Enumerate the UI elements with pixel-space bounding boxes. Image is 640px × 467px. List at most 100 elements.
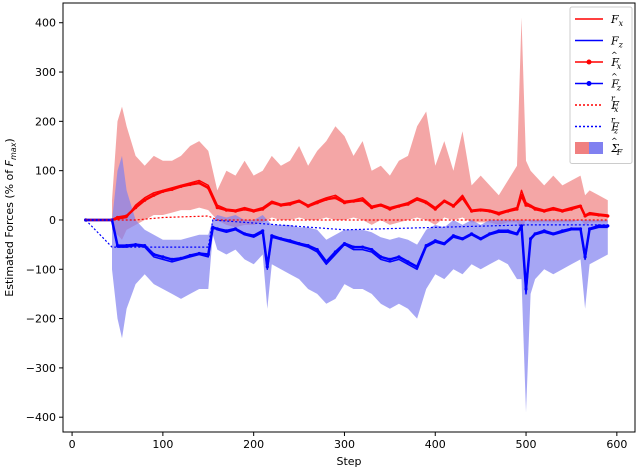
legend-label: Σ^F — [610, 137, 622, 157]
series-fx-hat-point — [560, 209, 565, 213]
series-fx-hat-point — [583, 214, 587, 218]
series-fz-hat-point — [233, 227, 238, 231]
y-tick-label: −200 — [26, 313, 56, 326]
y-tick-label: −100 — [26, 263, 56, 276]
series-fx-hat-point — [324, 197, 328, 201]
series-fz-hat-point — [542, 229, 546, 233]
series-fz-hat-point — [134, 243, 138, 247]
series-fx-hat-point — [206, 186, 210, 190]
legend-label: Frz — [610, 116, 619, 136]
series-fz-hat-point — [215, 227, 219, 231]
series-fx-hat-point — [297, 199, 301, 203]
series-fz-hat-point — [243, 232, 247, 236]
series-fx-hat-point — [433, 207, 437, 211]
series-fz-hat-point — [460, 237, 465, 241]
series-fx-hat-point — [315, 201, 319, 205]
series-fx-hat-point — [533, 207, 537, 211]
series-fx-hat-point — [125, 214, 129, 218]
series-fx-hat-point — [588, 212, 592, 216]
y-tick-label: 200 — [35, 115, 56, 128]
series-fz-hat-point — [261, 229, 265, 233]
legend-label: Fz — [610, 35, 624, 50]
plot-area — [84, 17, 610, 413]
series-fx-hat-point — [261, 207, 265, 211]
series-fz-hat-point — [388, 257, 392, 261]
series-fx-hat-point — [233, 209, 238, 213]
series-fz-hat-point — [152, 252, 156, 257]
series-fx-hat-point — [442, 199, 446, 203]
series-fz-hat-point — [206, 252, 210, 257]
series-fz-hat-point — [470, 232, 474, 236]
series-fz-hat-point — [351, 245, 356, 249]
series-fz-hat-point — [342, 242, 347, 246]
y-tick-label: 100 — [35, 165, 56, 178]
series-fz-hat-point — [497, 229, 501, 233]
x-tick-label: 200 — [243, 438, 264, 451]
y-tick-label: 300 — [35, 66, 56, 79]
x-tick-label: 0 — [69, 438, 76, 451]
series-fz-hat-point — [588, 227, 592, 231]
series-fz-r-line — [85, 219, 608, 248]
series-fx-hat-point — [460, 196, 465, 200]
series-fx-hat-point — [519, 193, 524, 197]
legend-label: F^z — [610, 73, 621, 93]
band-fx — [112, 17, 608, 240]
x-tick-label: 600 — [606, 438, 627, 451]
series-fx-hat-point — [406, 202, 410, 206]
series-fx-hat-point — [243, 207, 247, 211]
series-fz-hat-point — [188, 253, 192, 258]
legend-marker — [586, 59, 592, 65]
series-fz-hat-point — [560, 229, 565, 233]
series-fz-hat-point — [315, 248, 319, 252]
series-fz-hat-point — [306, 244, 310, 248]
series-fz-hat-point — [506, 229, 510, 233]
series-fx-hat-point — [170, 187, 174, 191]
legend-label: Frx — [610, 94, 619, 114]
x-tick-label: 500 — [516, 438, 537, 451]
legend-marker — [586, 81, 592, 86]
series-fz-hat-point — [415, 265, 419, 269]
series-fx-hat-point — [569, 207, 574, 211]
legend-swatch-blue — [589, 142, 603, 154]
series-fz-hat-point — [288, 239, 292, 243]
series-fx-hat-point — [370, 206, 374, 210]
series-fz-hat-point — [583, 255, 587, 259]
series-fz-hat-point — [370, 248, 374, 252]
y-tick-label: 400 — [35, 17, 56, 30]
axes-frame — [62, 2, 636, 433]
series-fx-hat-point — [542, 209, 546, 213]
series-fx-hat-point — [342, 201, 347, 205]
y-axis-label: Estimated Forces (% of Fmax) — [3, 138, 18, 296]
legend-label: F^x — [610, 51, 621, 71]
series-fx-hat-point — [224, 208, 228, 212]
series-fx-hat-point — [143, 198, 147, 202]
series-fx-hat-point — [161, 189, 165, 193]
series-fz-hat-point — [115, 244, 120, 248]
series-fz-hat-point — [324, 260, 328, 264]
series-fx-hat-point — [551, 207, 555, 211]
series-fz-hat-point — [451, 234, 455, 238]
series-fx-hat-point — [333, 196, 337, 200]
series-fz-hat-point — [569, 227, 574, 231]
series-fz-hat-point — [197, 251, 201, 256]
x-tick-label: 100 — [152, 438, 173, 451]
series-fx-hat-point — [451, 204, 455, 208]
series-fx-hat-point — [524, 203, 528, 207]
series-fz-hat-point — [161, 255, 165, 259]
series-fz-hat-point — [479, 237, 483, 241]
series-fz-hat-point — [270, 234, 274, 238]
legend-box — [569, 6, 633, 164]
series-fz-hat-point — [297, 242, 301, 246]
series-fx-hat-point — [597, 213, 601, 217]
series-fz-hat-point — [529, 237, 533, 241]
band-fz — [112, 155, 608, 413]
series-fx-hat-point — [379, 203, 383, 207]
series-fx-hat-point — [215, 206, 219, 210]
series-fz-hat-point — [125, 244, 129, 248]
x-tick-label: 400 — [425, 438, 446, 451]
series-fx-hat-point — [361, 198, 365, 202]
x-axis-label: Step — [336, 455, 361, 467]
series-fx-hat-point — [529, 204, 533, 208]
series-fz-hat-point — [406, 260, 410, 264]
